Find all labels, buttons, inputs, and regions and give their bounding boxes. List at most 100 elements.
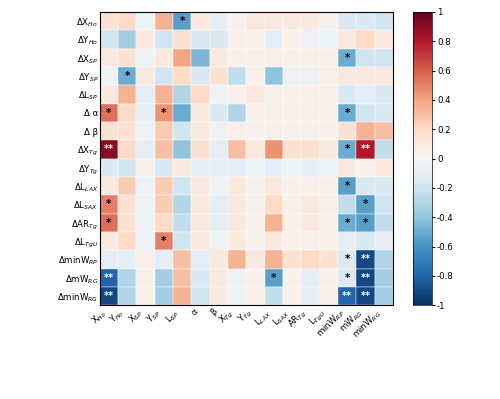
Bar [100,250,118,269]
Bar [154,104,173,122]
Bar [301,30,320,49]
Bar [264,177,283,195]
Bar [356,269,374,287]
Bar [210,85,228,104]
Bar [301,287,320,305]
Bar [338,85,356,104]
Bar [118,158,137,177]
Bar [228,195,246,213]
Bar [136,250,154,269]
Bar [136,158,154,177]
Bar [228,177,246,195]
Bar [301,158,320,177]
Bar [356,49,374,67]
Bar [228,287,246,305]
Bar [118,49,137,67]
Bar [356,12,374,30]
Bar [192,250,210,269]
Bar [283,104,301,122]
Bar [154,269,173,287]
Bar [154,287,173,305]
Bar [173,49,192,67]
Bar [136,49,154,67]
Bar [246,287,264,305]
Bar [173,104,192,122]
Bar [338,232,356,250]
Bar [228,85,246,104]
Bar [246,177,264,195]
Bar [118,287,137,305]
Bar [374,140,393,159]
Bar [283,30,301,49]
Text: *: * [106,218,112,228]
Bar [264,122,283,140]
Bar [283,122,301,140]
Bar [118,177,137,195]
Bar [374,195,393,213]
Bar [264,269,283,287]
Bar [301,177,320,195]
Text: *: * [344,273,350,283]
Bar [136,12,154,30]
Bar [100,12,118,30]
Bar [154,177,173,195]
Bar [118,213,137,232]
Bar [264,67,283,85]
Bar [356,213,374,232]
Bar [320,67,338,85]
Bar [283,49,301,67]
Bar [100,158,118,177]
Bar [301,104,320,122]
Bar [246,85,264,104]
Bar [374,67,393,85]
Bar [136,195,154,213]
Text: *: * [124,71,130,81]
Text: **: ** [342,291,352,301]
Bar [192,177,210,195]
Bar [210,195,228,213]
Text: *: * [344,218,350,228]
Bar [301,250,320,269]
Bar [192,140,210,159]
Text: **: ** [360,273,370,283]
Bar [283,85,301,104]
Bar [100,232,118,250]
Bar [283,250,301,269]
Bar [210,177,228,195]
Bar [136,30,154,49]
Bar [192,85,210,104]
Bar [154,12,173,30]
Bar [228,232,246,250]
Bar [264,104,283,122]
Bar [283,195,301,213]
Bar [356,140,374,159]
Bar [283,232,301,250]
Bar [100,30,118,49]
Text: *: * [344,181,350,191]
Bar [356,30,374,49]
Text: *: * [106,108,112,118]
Text: *: * [271,273,276,283]
Bar [136,177,154,195]
Text: *: * [180,16,185,26]
Text: **: ** [104,144,114,154]
Bar [246,213,264,232]
Bar [320,232,338,250]
Bar [264,49,283,67]
Bar [264,213,283,232]
Bar [320,177,338,195]
Bar [173,85,192,104]
Bar [100,67,118,85]
Bar [338,158,356,177]
Bar [118,269,137,287]
Bar [192,269,210,287]
Bar [374,232,393,250]
Bar [246,67,264,85]
Bar [136,232,154,250]
Bar [154,122,173,140]
Bar [136,140,154,159]
Bar [264,85,283,104]
Bar [100,269,118,287]
Bar [173,250,192,269]
Bar [173,213,192,232]
